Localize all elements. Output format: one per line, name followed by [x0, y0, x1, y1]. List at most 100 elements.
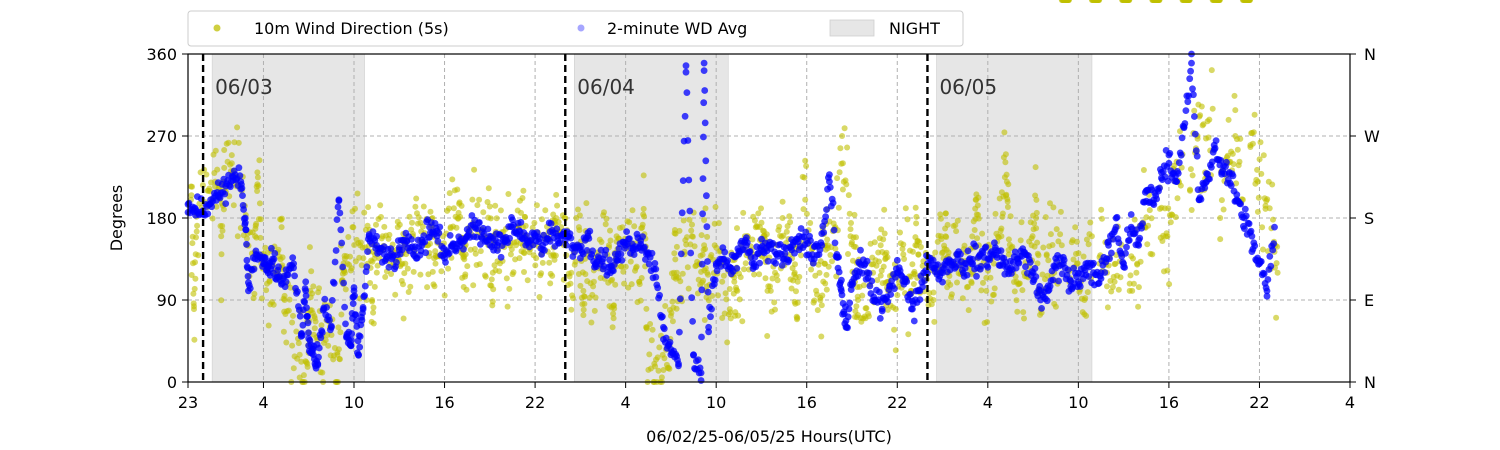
point-5s-1599	[1260, 246, 1266, 253]
point-5s-946	[822, 280, 829, 287]
point-5s-579	[577, 282, 584, 289]
point-2m-1211	[1266, 253, 1274, 260]
point-5s-1520	[1208, 67, 1215, 74]
point-5s-1731	[855, 297, 861, 303]
point-5s-1636	[281, 297, 288, 303]
point-5s-1009	[863, 305, 870, 312]
point-5s-1562	[1236, 158, 1243, 165]
point-5s-1239	[1018, 219, 1025, 226]
point-5s-604	[591, 307, 598, 314]
point-5s-1460	[1166, 281, 1173, 288]
point-5s-1793	[1232, 133, 1239, 139]
point-5s-1641	[311, 315, 318, 322]
point-5s-1556	[1231, 92, 1238, 99]
point-5s-394	[453, 224, 460, 231]
point-5s-657	[628, 281, 635, 288]
point-5s-1053	[892, 347, 899, 354]
point-2m-194	[337, 226, 345, 234]
point-2m-1289	[690, 351, 697, 359]
day-label-0: 06/03	[215, 75, 273, 99]
point-5s-1074	[909, 261, 916, 268]
point-2m-1298	[750, 260, 758, 267]
point-5s-1163	[969, 233, 976, 240]
point-5s-1412	[1133, 269, 1140, 276]
point-5s-911	[796, 273, 803, 280]
point-2m-605	[703, 223, 711, 231]
legend-label-wd5s: 10m Wind Direction (5s)	[254, 19, 449, 38]
point-5s-1384	[1117, 274, 1124, 281]
point-5s-1199	[992, 210, 999, 217]
point-2m-129	[291, 272, 298, 280]
point-5s-380	[441, 292, 448, 299]
point-2m-1278	[607, 269, 614, 277]
point-5s-1138	[948, 291, 955, 298]
point-5s-705	[661, 355, 668, 362]
point-2m-579	[685, 176, 693, 184]
point-5s-1773	[1111, 278, 1118, 285]
point-5s-1222	[1005, 181, 1012, 188]
point-5s-1067	[904, 216, 911, 223]
point-2m-1351	[1142, 187, 1150, 195]
point-5s-994	[853, 303, 860, 310]
point-2m-1122	[1182, 107, 1190, 114]
point-2m-1257	[448, 241, 456, 249]
point-5s-971	[839, 133, 846, 139]
point-2m-1132	[1191, 130, 1199, 138]
point-5s-1618	[1273, 260, 1280, 267]
point-2m-1235	[305, 342, 313, 349]
point-2m-572	[678, 209, 686, 217]
point-5s-724	[672, 256, 679, 263]
point-5s-512	[529, 224, 536, 231]
point-5s-113	[263, 287, 270, 294]
point-5s-697	[654, 354, 661, 361]
point-2m-912	[984, 263, 992, 271]
point-5s-194	[316, 285, 322, 292]
point-2m-1277	[599, 255, 607, 263]
point-2m-199	[342, 320, 349, 328]
point-5s-274	[370, 304, 377, 311]
point-5s-1721	[794, 278, 801, 285]
point-2m-1357	[1188, 59, 1195, 67]
point-5s-26	[203, 171, 210, 178]
point-5s-908	[794, 314, 801, 321]
point-5s-1142	[952, 222, 959, 229]
point-5s-972	[839, 186, 846, 193]
point-2m-1336	[1029, 269, 1037, 277]
point-5s-1646	[341, 269, 348, 276]
point-2m-599	[700, 99, 708, 107]
point-5s-1541	[1218, 197, 1225, 204]
point-2m-652	[746, 248, 754, 255]
point-2m-1058	[1122, 250, 1129, 257]
point-5s-1145	[954, 217, 961, 224]
point-2m-864	[939, 278, 946, 286]
point-2m-1294	[720, 255, 728, 263]
point-2m-777	[857, 246, 864, 254]
point-2m-1051	[1115, 239, 1123, 247]
point-5s-776	[705, 297, 712, 304]
point-2m-516	[626, 235, 633, 243]
point-5s-669	[637, 297, 644, 304]
point-5s-1290	[1053, 226, 1060, 233]
point-5s-1470	[1174, 195, 1181, 202]
point-5s-706	[662, 303, 669, 309]
x-tick-label-0: 23	[178, 393, 198, 412]
point-2m-1105	[1166, 150, 1174, 157]
point-5s-769	[702, 205, 709, 212]
point-5s-63	[228, 152, 235, 159]
point-2m-597	[699, 175, 707, 183]
point-5s-673	[639, 221, 646, 228]
point-2m-1269	[539, 241, 546, 249]
point-5s-474	[505, 191, 512, 197]
point-2m-190	[333, 216, 341, 224]
point-2m-1347	[1112, 223, 1120, 231]
point-2m-602	[701, 119, 709, 127]
point-2m-1118	[1178, 134, 1186, 142]
point-5s-823	[737, 274, 744, 281]
point-5s-1022	[874, 277, 881, 284]
point-5s-567	[568, 306, 575, 313]
point-2m-1233	[297, 333, 305, 340]
point-5s-717	[669, 298, 676, 305]
point-5s-100	[254, 174, 261, 181]
point-5s-442	[485, 185, 492, 192]
point-5s-149	[285, 307, 292, 314]
